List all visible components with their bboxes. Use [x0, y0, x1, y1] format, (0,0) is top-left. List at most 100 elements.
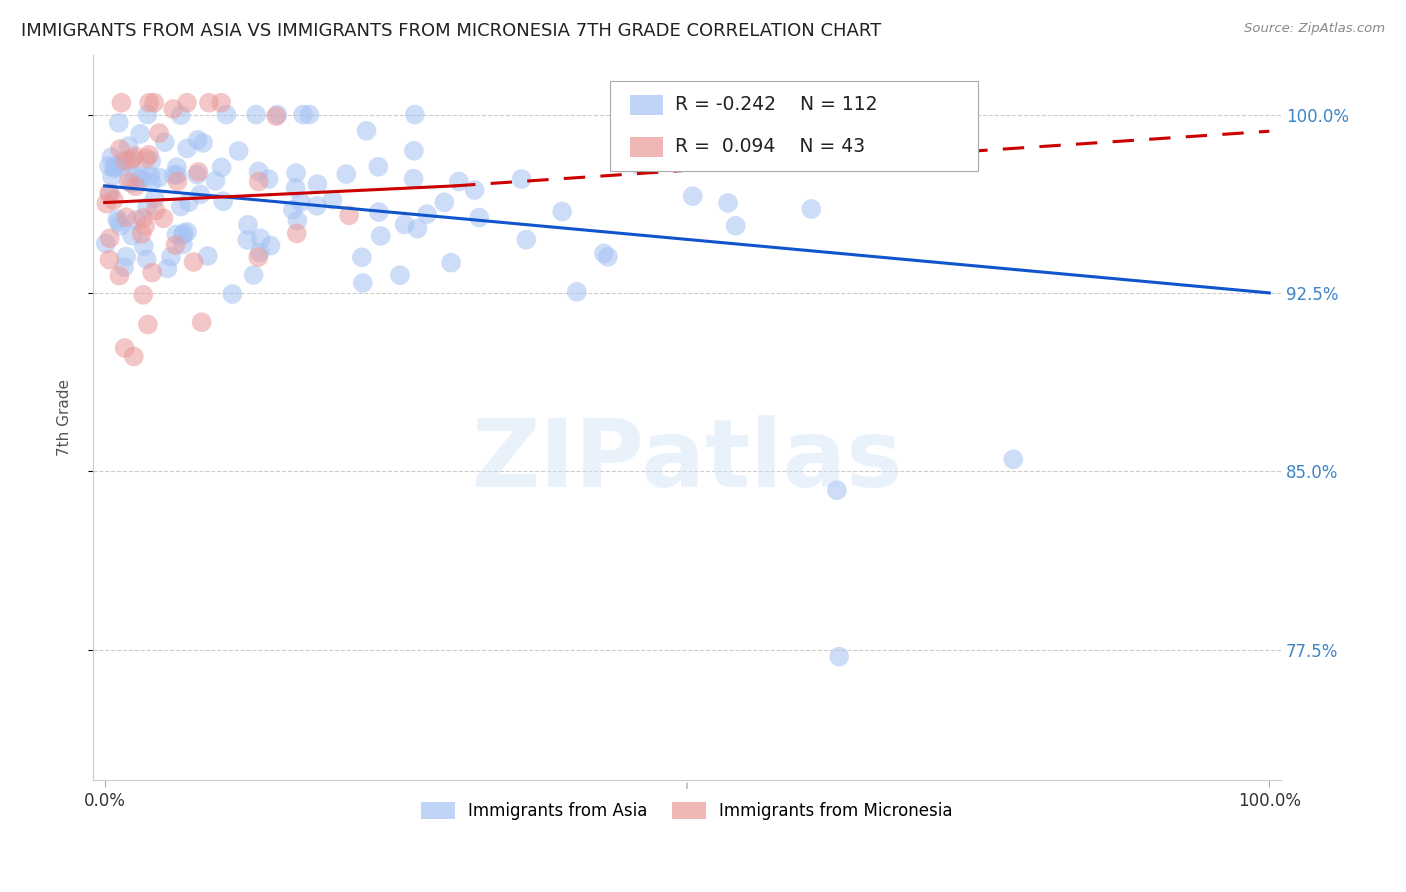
- Point: [212, 194, 235, 209]
- Point: [367, 205, 389, 219]
- Point: [176, 141, 198, 155]
- Point: [129, 127, 152, 141]
- Point: [592, 246, 614, 260]
- Point: [628, 158, 651, 172]
- Point: [112, 260, 135, 274]
- Point: [717, 195, 740, 210]
- Point: [236, 233, 259, 247]
- Point: [160, 250, 183, 264]
- Point: [565, 285, 588, 299]
- Text: Source: ZipAtlas.com: Source: ZipAtlas.com: [1244, 22, 1385, 36]
- Point: [388, 268, 411, 283]
- Point: [370, 228, 392, 243]
- Point: [166, 168, 188, 182]
- Point: [135, 152, 157, 166]
- Point: [402, 171, 425, 186]
- Point: [165, 238, 187, 252]
- Point: [96, 196, 118, 211]
- Point: [197, 249, 219, 263]
- Point: [337, 208, 360, 222]
- Point: [153, 135, 176, 149]
- Point: [156, 261, 179, 276]
- Point: [170, 200, 193, 214]
- Point: [139, 153, 162, 168]
- Point: [124, 179, 146, 194]
- Point: [103, 161, 125, 176]
- Point: [172, 237, 194, 252]
- Point: [108, 142, 131, 156]
- Point: [98, 231, 121, 245]
- Text: R = -0.242    N = 112: R = -0.242 N = 112: [675, 95, 877, 114]
- Point: [183, 255, 205, 269]
- Point: [416, 207, 439, 221]
- Point: [1002, 452, 1025, 467]
- Bar: [630, 136, 664, 157]
- Point: [266, 107, 288, 121]
- Point: [215, 107, 238, 121]
- Point: [281, 202, 304, 217]
- Point: [176, 225, 198, 239]
- Point: [122, 350, 145, 364]
- Point: [828, 649, 851, 664]
- Point: [120, 155, 142, 169]
- Point: [132, 211, 155, 226]
- Point: [117, 139, 139, 153]
- Legend: Immigrants from Asia, Immigrants from Micronesia: Immigrants from Asia, Immigrants from Mi…: [415, 795, 959, 826]
- Point: [186, 168, 208, 182]
- Point: [114, 153, 136, 168]
- Point: [236, 218, 259, 232]
- Point: [596, 250, 619, 264]
- Point: [188, 187, 211, 202]
- Point: [131, 169, 153, 184]
- Point: [245, 107, 267, 121]
- Point: [143, 191, 166, 205]
- Point: [285, 227, 308, 241]
- Point: [406, 221, 429, 235]
- Point: [551, 204, 574, 219]
- Point: [143, 95, 166, 110]
- Point: [367, 160, 389, 174]
- Point: [187, 165, 209, 179]
- Point: [152, 211, 174, 226]
- Point: [292, 107, 315, 121]
- Point: [163, 168, 186, 182]
- Point: [132, 288, 155, 302]
- Point: [136, 200, 159, 214]
- Point: [305, 199, 328, 213]
- Point: [290, 195, 312, 210]
- Point: [211, 161, 233, 175]
- Point: [110, 155, 132, 169]
- Point: [228, 144, 250, 158]
- Point: [177, 195, 200, 210]
- Point: [135, 252, 157, 267]
- Y-axis label: 7th Grade: 7th Grade: [58, 379, 72, 456]
- Point: [402, 144, 425, 158]
- Point: [404, 107, 426, 121]
- Point: [298, 107, 321, 121]
- Point: [259, 238, 281, 252]
- Point: [166, 160, 188, 174]
- Point: [138, 95, 160, 110]
- Text: R =  0.094    N = 43: R = 0.094 N = 43: [675, 137, 865, 156]
- Bar: [630, 95, 664, 115]
- Point: [307, 177, 329, 191]
- Point: [433, 195, 456, 210]
- Point: [148, 170, 170, 185]
- Text: IMMIGRANTS FROM ASIA VS IMMIGRANTS FROM MICRONESIA 7TH GRADE CORRELATION CHART: IMMIGRANTS FROM ASIA VS IMMIGRANTS FROM …: [21, 22, 882, 40]
- Point: [98, 252, 121, 267]
- Point: [107, 215, 129, 229]
- Point: [103, 193, 125, 207]
- Point: [136, 107, 159, 121]
- Point: [129, 172, 152, 186]
- Point: [107, 116, 129, 130]
- Text: ZIPatlas: ZIPatlas: [471, 416, 903, 508]
- Point: [204, 174, 226, 188]
- Point: [134, 219, 156, 234]
- Point: [105, 212, 128, 227]
- Point: [125, 212, 148, 227]
- Point: [285, 213, 308, 227]
- Point: [682, 189, 704, 203]
- Point: [141, 176, 163, 190]
- Point: [108, 268, 131, 283]
- Point: [115, 211, 138, 225]
